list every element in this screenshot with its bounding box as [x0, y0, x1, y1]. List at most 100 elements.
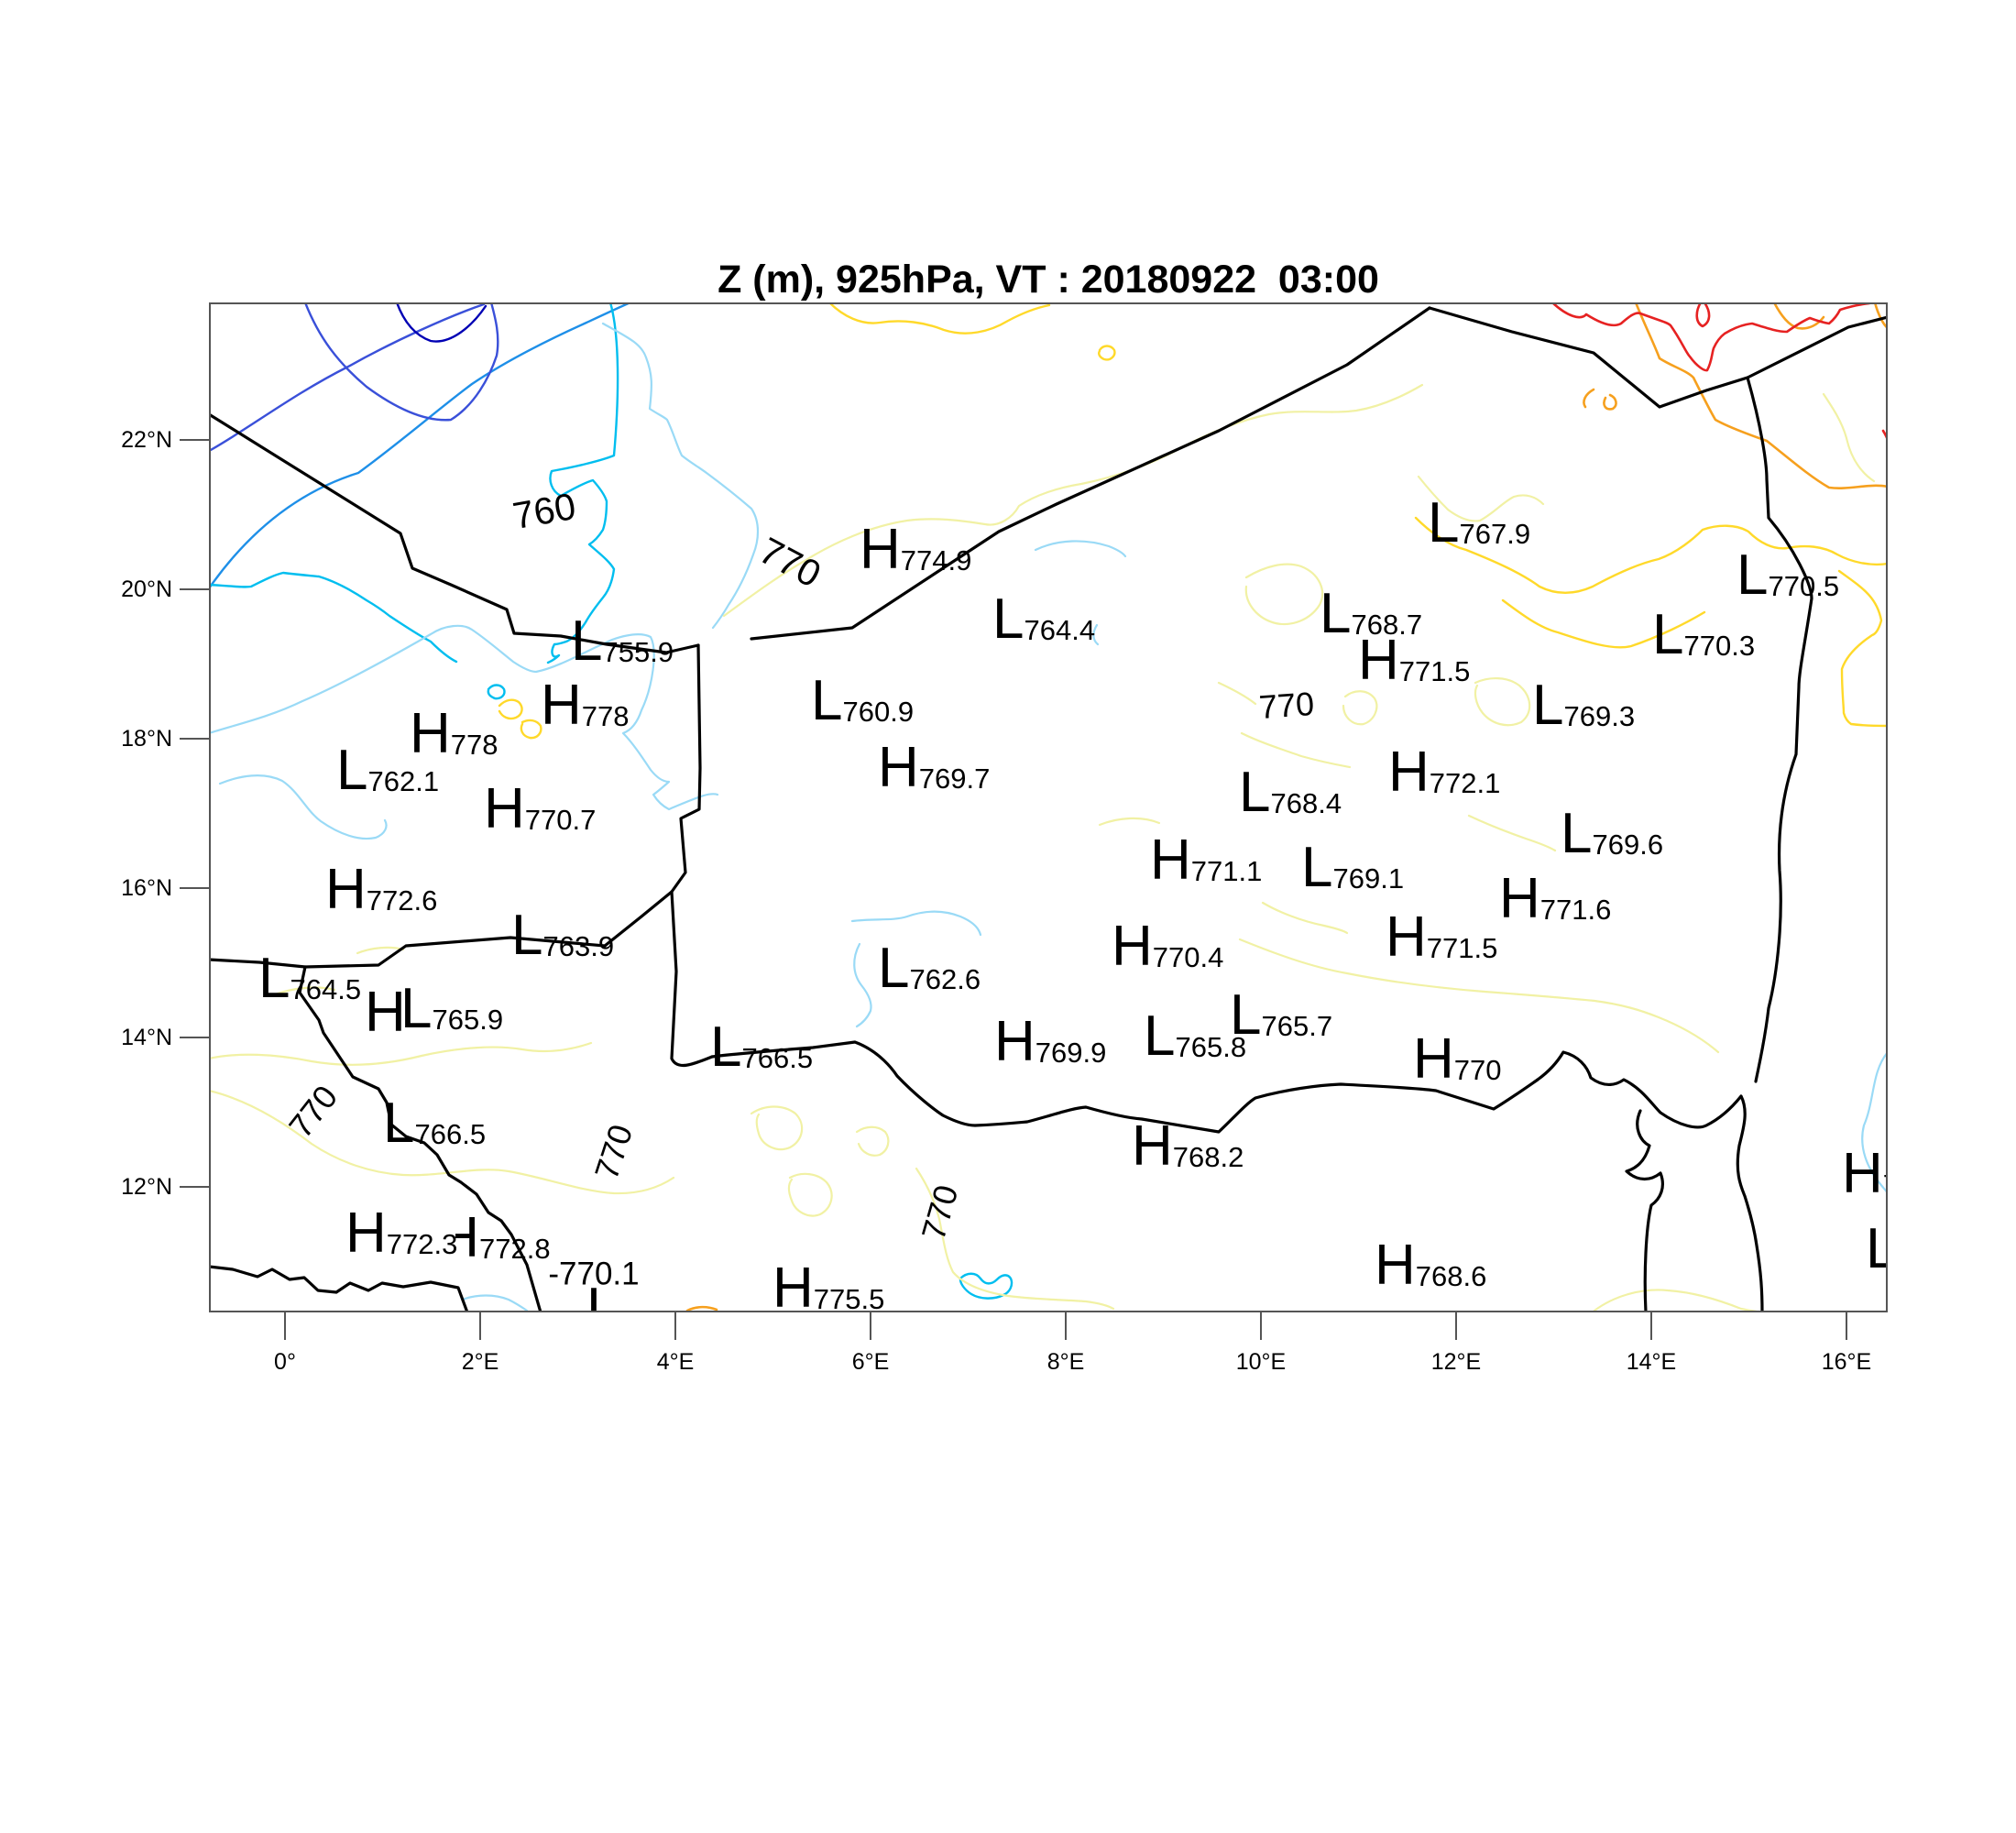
- pressure-marker-high: H 771.1: [1150, 832, 1263, 889]
- pressure-value: 772.1: [1429, 767, 1501, 799]
- pressure-marker-high: H 778: [541, 674, 630, 737]
- pressure-marker-high: H 768.2: [1132, 1118, 1244, 1175]
- pressure-letter: L: [878, 937, 910, 1000]
- contour-group-pale-yellow-770: [209, 383, 1876, 1312]
- pressure-marker-high: H 771.6: [1499, 867, 1612, 930]
- pressure-letter: H: [1388, 741, 1430, 804]
- pressure-value: 765.8: [1175, 1031, 1247, 1063]
- pressure-value: 762.1: [367, 765, 440, 797]
- pressure-marker-low: L 755.9: [571, 613, 674, 670]
- pressure-value: 770: [1453, 1054, 1502, 1086]
- pressure-value: 769.6: [1592, 829, 1664, 861]
- y-axis-tick-mark: [180, 1037, 209, 1038]
- pressure-letter: L: [710, 1015, 742, 1079]
- pressure-letter: L: [1428, 491, 1460, 554]
- pressure-value: 771.1: [1190, 855, 1263, 887]
- pressure-value: 763.9: [542, 930, 615, 962]
- pressure-letter: L: [1239, 761, 1271, 824]
- contour-group-yellow: [498, 302, 1888, 740]
- pressure-letter: L: [1301, 836, 1333, 899]
- pressure-letter: H: [484, 777, 525, 840]
- country-border-paths: [209, 306, 1888, 1312]
- pressure-value: 769.3: [1563, 700, 1636, 732]
- pressure-marker-high: H 769.7: [878, 736, 990, 799]
- y-axis-tick-label: 12°N: [121, 1174, 172, 1200]
- contour-group-cyan-760: [209, 302, 1013, 1300]
- pressure-letter: L: [511, 904, 543, 967]
- x-axis-tick-label: 16°E: [1821, 1349, 1872, 1375]
- pressure-value: 755.9: [602, 636, 674, 668]
- pressure-letter: L: [1532, 674, 1564, 737]
- y-axis-tick-mark: [180, 887, 209, 889]
- pressure-value: 765.7: [1261, 1010, 1333, 1042]
- pressure-value: 770.4: [1152, 941, 1224, 973]
- pressure-marker-high: H 772.1: [1388, 741, 1501, 804]
- pressure-marker-high: H 769.9: [994, 1014, 1106, 1070]
- pressure-letter: H: [860, 518, 901, 581]
- pressure-value: 7: [1883, 1170, 1888, 1199]
- pressure-letter: L: [1652, 603, 1684, 666]
- pressure-value: 772.3: [386, 1228, 458, 1260]
- pressure-marker-low: L 768.4: [1239, 761, 1342, 824]
- pressure-value: 772.6: [366, 884, 438, 916]
- x-axis-tick-label: 0°: [274, 1349, 296, 1375]
- y-axis-tick-label: 14°N: [121, 1025, 172, 1050]
- pressure-marker-low: L 764.4: [992, 591, 1095, 648]
- x-axis-tick-label: 12°E: [1430, 1349, 1482, 1375]
- pressure-marker-high: H7: [1842, 1142, 1888, 1205]
- pressure-letter: H: [1842, 1142, 1883, 1205]
- pressure-letter: H: [541, 674, 582, 737]
- pressure-letter: L: [258, 947, 290, 1010]
- pressure-letter: H: [1358, 629, 1399, 692]
- pressure-letter: H: [365, 981, 406, 1044]
- pressure-marker-high: H 774.9: [860, 518, 972, 581]
- pressure-letter: L: [1737, 543, 1769, 607]
- x-axis-tick-label: 6°E: [851, 1349, 890, 1375]
- pressure-marker-low: L 766.5: [710, 1015, 813, 1079]
- x-axis-tick-mark: [674, 1312, 676, 1340]
- pressure-marker-high: H 772.6: [325, 862, 438, 918]
- map-frame: [209, 302, 1888, 1312]
- pressure-value: 768.4: [1270, 787, 1342, 819]
- pressure-letter: H: [1499, 867, 1540, 930]
- y-axis-tick-label: 20°N: [121, 576, 172, 602]
- x-axis-tick-mark: [1260, 1312, 1262, 1340]
- pressure-marker-low: L 769.1: [1301, 836, 1405, 899]
- x-axis-tick-label: 10°E: [1235, 1349, 1287, 1375]
- pressure-value: 775.5: [813, 1283, 885, 1312]
- contour-group-lightblue: [209, 322, 1888, 1312]
- contour-group-red: [1550, 302, 1888, 451]
- pressure-marker-low: L 760.9: [811, 673, 914, 730]
- pressure-value: 765.9: [432, 1004, 504, 1036]
- pressure-value: 772.8: [479, 1233, 551, 1265]
- pressure-value: 770.7: [524, 804, 597, 836]
- pressure-value: 774.9: [900, 544, 972, 576]
- pressure-value: 778: [450, 729, 499, 761]
- pressure-value: 771.6: [1539, 894, 1612, 926]
- pressure-value: 767.9: [1459, 518, 1531, 550]
- x-axis-tick-label: 4°E: [656, 1349, 695, 1375]
- pressure-marker-low: L 764.5: [258, 947, 361, 1010]
- pressure-letter: L: [1144, 1004, 1176, 1068]
- pressure-value: 768.7: [1351, 609, 1423, 641]
- x-axis-tick-label: 8°E: [1046, 1349, 1085, 1375]
- contour-map-svg: [209, 302, 1888, 1312]
- pressure-letter: H: [1112, 915, 1153, 978]
- x-axis-tick-mark: [284, 1312, 286, 1340]
- pressure-marker-low: L 769.3: [1532, 674, 1636, 737]
- pressure-letter: H: [1413, 1027, 1454, 1091]
- pressure-marker-low: L 765.7: [1230, 987, 1333, 1044]
- pressure-value: 762.6: [909, 963, 981, 995]
- pressure-value: 769.1: [1332, 862, 1405, 895]
- pressure-marker-high: H 770.7: [484, 777, 597, 840]
- x-axis-tick-mark: [479, 1312, 481, 1340]
- pressure-value: 768.2: [1172, 1141, 1244, 1173]
- pressure-marker-low: L 769.6: [1561, 806, 1664, 862]
- pressure-letter: H: [878, 736, 919, 799]
- pressure-value: 771.5: [1426, 932, 1498, 964]
- pressure-marker-low: L 768.7: [1320, 586, 1423, 642]
- pressure-marker-high: H 770: [1413, 1027, 1502, 1091]
- y-axis-tick-mark: [180, 1186, 209, 1188]
- y-axis-tick-mark: [180, 439, 209, 441]
